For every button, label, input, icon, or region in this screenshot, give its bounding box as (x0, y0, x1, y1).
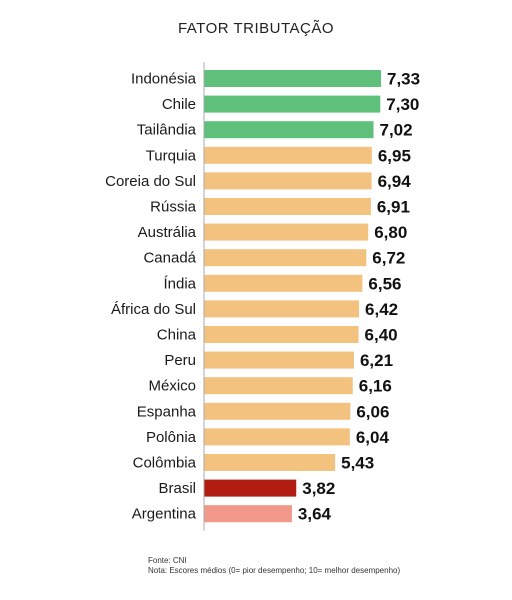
bar-0 (204, 70, 381, 87)
score-note: Nota: Escores médios (0= pior desempenho… (148, 566, 401, 575)
category-label-3: Turquia (146, 147, 197, 164)
bar-10 (204, 326, 359, 343)
value-label-13: 6,06 (356, 402, 389, 421)
bar-chart: Indonésia 7,33 Chile 7,30 Tailândia 7,02 Turqu… (105, 62, 420, 531)
bar-7 (204, 249, 367, 267)
bars-layer: Indonésia 7,33 Chile 7,30 Tailândia 7,02 Turqu… (105, 70, 420, 524)
category-label-0: Indonésia (131, 71, 197, 88)
value-label-17: 3,64 (298, 505, 332, 524)
category-label-14: Polônia (146, 429, 197, 446)
value-label-9: 6,42 (365, 300, 398, 319)
value-label-12: 6,16 (359, 377, 392, 396)
bar-15 (204, 454, 336, 471)
value-label-3: 6,95 (378, 146, 411, 165)
category-label-4: Coreia do Sul (105, 173, 196, 190)
category-label-5: Rússia (150, 199, 197, 216)
value-label-11: 6,21 (360, 351, 393, 370)
category-label-6: Austrália (138, 224, 197, 241)
category-label-2: Tailândia (137, 122, 197, 139)
bar-12 (204, 377, 353, 395)
bar-8 (204, 274, 363, 292)
bar-9 (204, 300, 360, 318)
value-label-4: 6,94 (378, 172, 412, 191)
value-label-14: 6,04 (356, 428, 390, 447)
bar-2 (204, 121, 374, 139)
value-label-0: 7,33 (387, 70, 420, 89)
category-label-15: Colômbia (133, 455, 197, 472)
value-label-15: 5,43 (341, 454, 374, 473)
value-label-7: 6,72 (372, 249, 405, 268)
category-label-16: Brasil (158, 480, 196, 497)
category-label-12: México (148, 378, 196, 395)
bar-17 (204, 505, 292, 523)
category-label-8: Índia (163, 275, 196, 292)
footnote: Fonte: CNI Nota: Escores médios (0= pior… (148, 556, 400, 576)
source-note: Fonte: CNI (148, 556, 187, 565)
value-label-1: 7,30 (386, 95, 419, 114)
value-label-2: 7,02 (380, 121, 413, 140)
category-label-1: Chile (162, 96, 196, 113)
bar-1 (204, 95, 381, 113)
value-label-16: 3,82 (302, 479, 335, 498)
bar-4 (204, 172, 372, 190)
bar-6 (204, 223, 369, 241)
bar-3 (204, 146, 372, 164)
bar-11 (204, 351, 354, 369)
category-label-17: Argentina (132, 506, 197, 523)
bar-16 (204, 479, 297, 497)
category-label-10: China (157, 327, 197, 344)
value-label-8: 6,56 (368, 274, 401, 293)
value-label-5: 6,91 (377, 198, 410, 217)
bar-14 (204, 428, 350, 446)
category-label-11: Peru (164, 352, 196, 369)
value-label-10: 6,40 (365, 326, 398, 345)
category-label-9: África do Sul (111, 301, 196, 318)
category-label-13: Espanha (137, 403, 197, 420)
value-label-6: 6,80 (374, 223, 407, 242)
chart-title: FATOR TRIBUTAÇÃO (177, 20, 335, 37)
category-label-7: Canadá (143, 250, 196, 267)
bar-5 (204, 198, 371, 215)
bar-13 (204, 402, 351, 420)
